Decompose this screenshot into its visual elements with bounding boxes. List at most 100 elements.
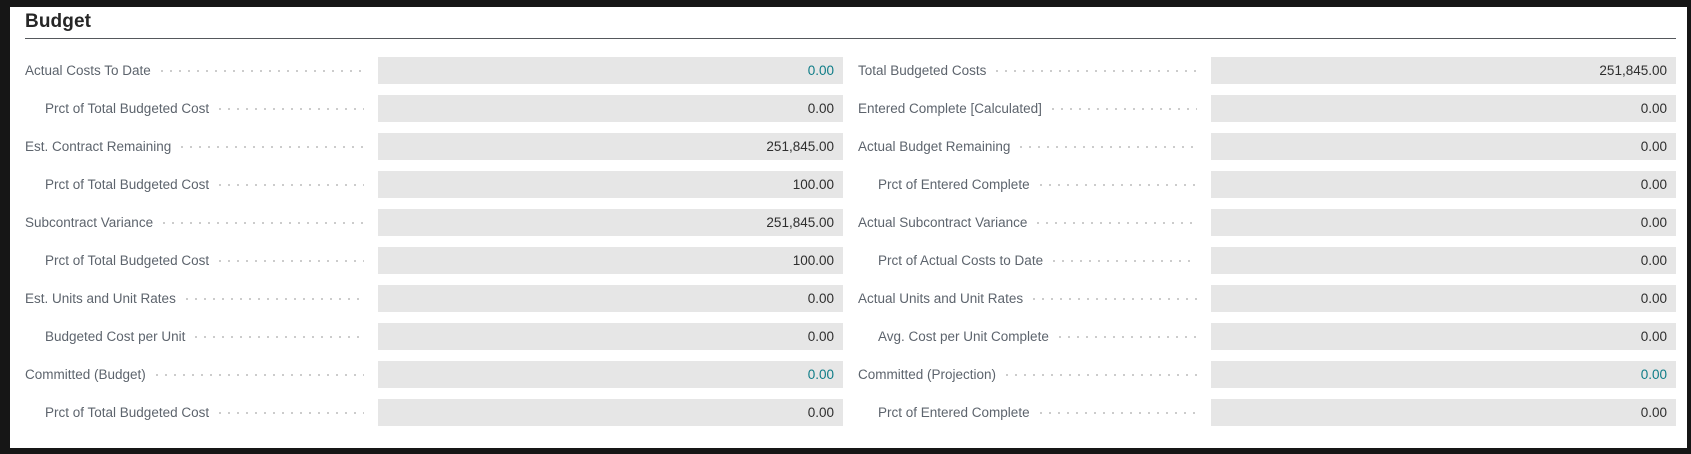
field-value-box[interactable]: 0.00 [1211,133,1676,160]
field-row: Prct of Total Budgeted Cost 0.00 [25,95,843,122]
field-value-box[interactable]: 0.00 [378,361,843,388]
field-value-box[interactable]: 100.00 [378,247,843,274]
dotted-leader [155,373,364,376]
field-value: 251,845.00 [766,215,834,230]
field-value: 0.00 [1640,215,1667,230]
field-value-box[interactable]: 0.00 [1211,95,1676,122]
field-value: 251,845.00 [1599,63,1667,78]
field-label: Subcontract Variance [25,215,154,230]
field-row: Actual Costs To Date 0.00 [25,57,843,84]
section-title: Budget [25,11,92,32]
dotted-leader [219,183,364,186]
field-label: Est. Contract Remaining [25,139,172,154]
field-row: Actual Units and Unit Rates 0.00 [858,285,1676,312]
field-row: Actual Subcontract Variance 0.00 [858,209,1676,236]
field-value-box[interactable]: 251,845.00 [1211,57,1676,84]
field-value-box[interactable]: 0.00 [378,285,843,312]
field-value-box[interactable]: 0.00 [378,57,843,84]
dotted-leader [1039,183,1197,186]
fields-grid: Actual Costs To Date 0.00 Prct of Total Bu… [25,57,1676,437]
field-row: Actual Budget Remaining 0.00 [858,133,1676,160]
field-value: 0.00 [1640,329,1667,344]
field-label: Committed (Projection) [858,367,997,382]
field-value: 0.00 [1640,101,1667,116]
field-value: 0.00 [807,291,834,306]
field-value: 0.00 [1640,405,1667,420]
field-value: 0.00 [807,101,834,116]
field-value-box[interactable]: 0.00 [378,399,843,426]
dotted-leader [1037,221,1197,224]
field-value: 100.00 [792,177,834,192]
dotted-leader [219,107,364,110]
field-label: Actual Units and Unit Rates [858,291,1024,306]
dotted-leader [1020,145,1197,148]
field-value-box[interactable]: 0.00 [1211,399,1676,426]
field-value-drilldown-link[interactable]: 0.00 [1640,367,1667,382]
dotted-leader [996,69,1197,72]
dotted-leader [185,297,364,300]
field-value-box[interactable]: 251,845.00 [378,133,843,160]
field-value-drilldown-link[interactable]: 0.00 [807,63,834,78]
field-value-box[interactable]: 0.00 [1211,285,1676,312]
section-header-budget[interactable]: Budget [25,7,1676,39]
field-label: Actual Budget Remaining [858,139,1011,154]
field-row: Prct of Actual Costs to Date 0.00 [858,247,1676,274]
field-row: Prct of Entered Complete 0.00 [858,399,1676,426]
dotted-leader [195,335,364,338]
dotted-leader [219,411,364,414]
field-value-box[interactable]: 0.00 [1211,209,1676,236]
field-row: Est. Contract Remaining 251,845.00 [25,133,843,160]
field-row: Committed (Projection) 0.00 [858,361,1676,388]
field-label: Actual Costs To Date [25,63,151,78]
field-value-box[interactable]: 0.00 [1211,361,1676,388]
field-value: 0.00 [807,329,834,344]
field-label: Avg. Cost per Unit Complete [878,329,1049,344]
dotted-leader [163,221,364,224]
field-value: 0.00 [1640,291,1667,306]
dotted-leader [1058,335,1197,338]
field-value-box[interactable]: 100.00 [378,171,843,198]
field-label: Actual Subcontract Variance [858,215,1028,230]
field-value-box[interactable]: 251,845.00 [378,209,843,236]
dotted-leader [160,69,364,72]
field-value-drilldown-link[interactable]: 0.00 [807,367,834,382]
field-value-box[interactable]: 0.00 [1211,171,1676,198]
field-label: Prct of Total Budgeted Cost [45,177,210,192]
field-label: Prct of Entered Complete [878,405,1030,420]
field-row: Subcontract Variance 251,845.00 [25,209,843,236]
dotted-leader [1053,259,1197,262]
field-label: Entered Complete [Calculated] [858,101,1042,116]
field-label: Prct of Entered Complete [878,177,1030,192]
field-value-box[interactable]: 0.00 [378,95,843,122]
field-label: Est. Units and Unit Rates [25,291,176,306]
field-row: Prct of Total Budgeted Cost 0.00 [25,399,843,426]
fields-column-left: Actual Costs To Date 0.00 Prct of Total Bu… [25,57,843,437]
field-label: Prct of Actual Costs to Date [878,253,1044,268]
field-row: Avg. Cost per Unit Complete 0.00 [858,323,1676,350]
field-value: 0.00 [1640,139,1667,154]
field-value: 251,845.00 [766,139,834,154]
field-label: Prct of Total Budgeted Cost [45,253,210,268]
field-row: Prct of Total Budgeted Cost 100.00 [25,247,843,274]
dotted-leader [181,145,364,148]
field-label: Prct of Total Budgeted Cost [45,405,210,420]
field-row: Total Budgeted Costs 251,845.00 [858,57,1676,84]
dotted-leader [1039,411,1197,414]
fields-column-right: Total Budgeted Costs 251,845.00 Entered Co… [858,57,1676,437]
dotted-leader [1033,297,1197,300]
field-value-box[interactable]: 0.00 [1211,247,1676,274]
dotted-leader [1006,373,1197,376]
field-row: Budgeted Cost per Unit 0.00 [25,323,843,350]
field-value: 0.00 [1640,177,1667,192]
dotted-leader [1051,107,1197,110]
field-value: 100.00 [792,253,834,268]
field-label: Budgeted Cost per Unit [45,329,186,344]
field-value-box[interactable]: 0.00 [378,323,843,350]
field-row: Committed (Budget) 0.00 [25,361,843,388]
field-value-box[interactable]: 0.00 [1211,323,1676,350]
field-value: 0.00 [1640,253,1667,268]
field-row: Entered Complete [Calculated] 0.00 [858,95,1676,122]
field-label: Total Budgeted Costs [858,63,987,78]
dotted-leader [219,259,364,262]
